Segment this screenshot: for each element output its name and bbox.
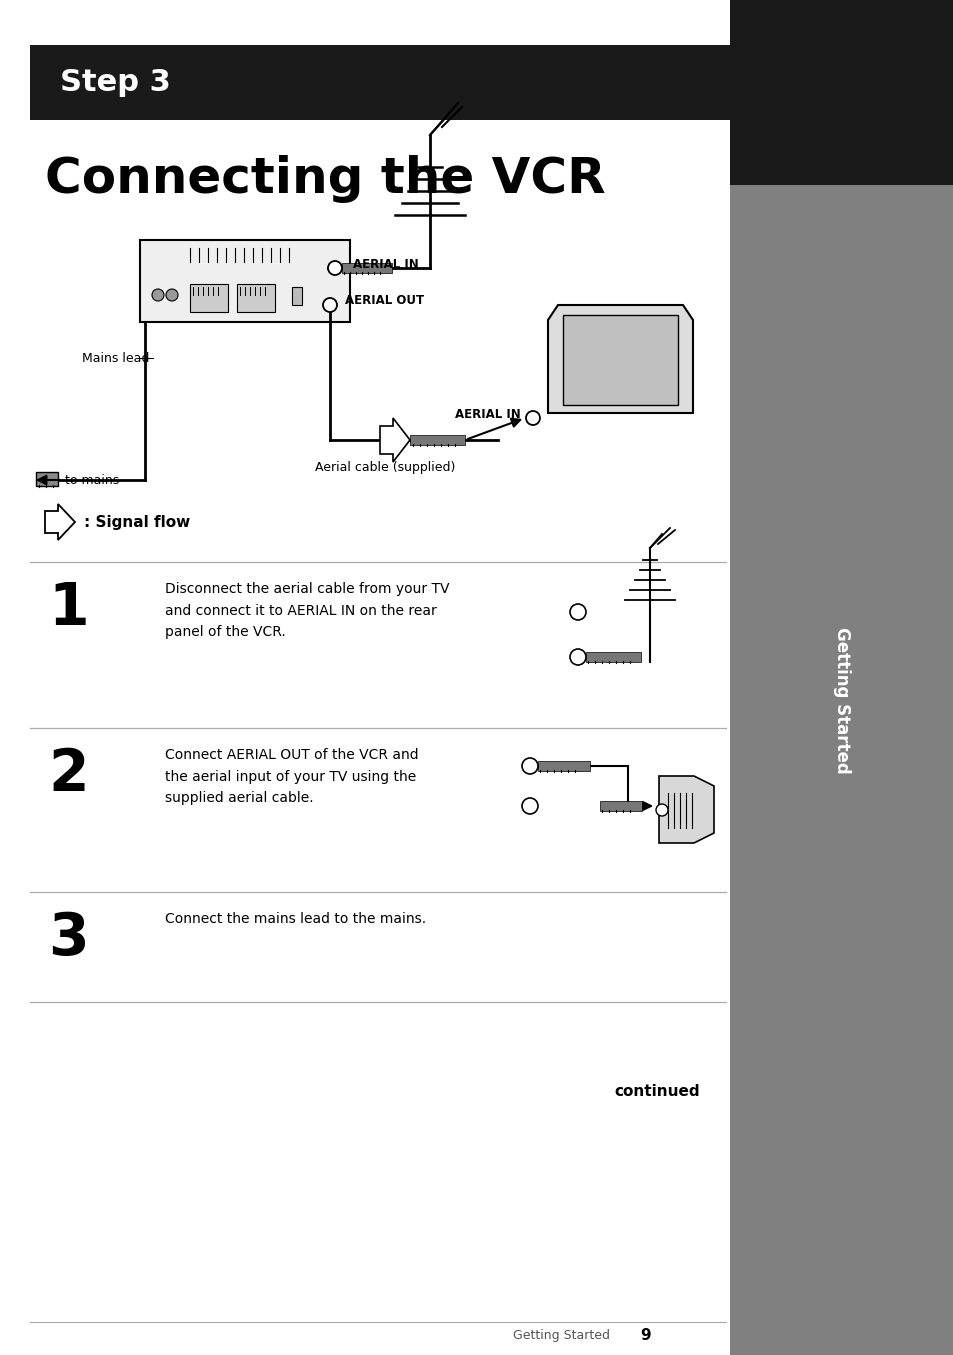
Circle shape <box>569 649 585 665</box>
Bar <box>30 45 339 121</box>
Text: to mains: to mains <box>65 473 119 486</box>
Bar <box>410 435 464 444</box>
Text: AERIAL OUT: AERIAL OUT <box>345 294 424 308</box>
Bar <box>729 0 953 186</box>
Bar <box>190 285 228 312</box>
Circle shape <box>328 262 341 275</box>
Bar <box>585 652 640 663</box>
Circle shape <box>569 604 585 621</box>
Text: Step 3: Step 3 <box>60 68 171 98</box>
Text: Connect AERIAL OUT of the VCR and
the aerial input of your TV using the
supplied: Connect AERIAL OUT of the VCR and the ae… <box>165 748 418 805</box>
Bar <box>599 801 641 812</box>
Polygon shape <box>45 504 75 541</box>
Circle shape <box>521 798 537 814</box>
Polygon shape <box>379 417 410 462</box>
Circle shape <box>152 289 164 301</box>
Text: 1: 1 <box>48 580 89 637</box>
Text: Getting Started: Getting Started <box>832 626 850 774</box>
Bar <box>537 762 589 771</box>
Bar <box>140 240 350 322</box>
Bar <box>30 45 729 121</box>
Text: 2: 2 <box>48 747 89 804</box>
Text: AERIAL IN: AERIAL IN <box>455 408 520 420</box>
Text: Getting Started: Getting Started <box>513 1328 609 1341</box>
Text: Connect the mains lead to the mains.: Connect the mains lead to the mains. <box>165 912 426 925</box>
Text: Disconnect the aerial cable from your TV
and connect it to AERIAL IN on the rear: Disconnect the aerial cable from your TV… <box>165 583 449 640</box>
Text: Connecting the VCR: Connecting the VCR <box>45 154 605 203</box>
Bar <box>236 285 274 312</box>
Bar <box>729 186 953 1355</box>
Circle shape <box>525 411 539 425</box>
Bar <box>562 314 678 405</box>
Circle shape <box>521 757 537 774</box>
Text: Aerial cable (supplied): Aerial cable (supplied) <box>314 462 455 474</box>
Bar <box>292 287 302 305</box>
Polygon shape <box>547 305 692 413</box>
Polygon shape <box>659 776 713 843</box>
Text: : Signal flow: : Signal flow <box>84 515 190 530</box>
Text: 9: 9 <box>639 1328 650 1343</box>
Circle shape <box>656 804 667 816</box>
Text: Mains lead: Mains lead <box>82 351 150 364</box>
Text: continued: continued <box>614 1084 700 1099</box>
Circle shape <box>166 289 178 301</box>
Bar <box>341 263 392 272</box>
Text: 3: 3 <box>48 911 89 967</box>
Text: AERIAL IN: AERIAL IN <box>353 257 418 271</box>
Bar <box>36 472 58 486</box>
Circle shape <box>323 298 336 312</box>
